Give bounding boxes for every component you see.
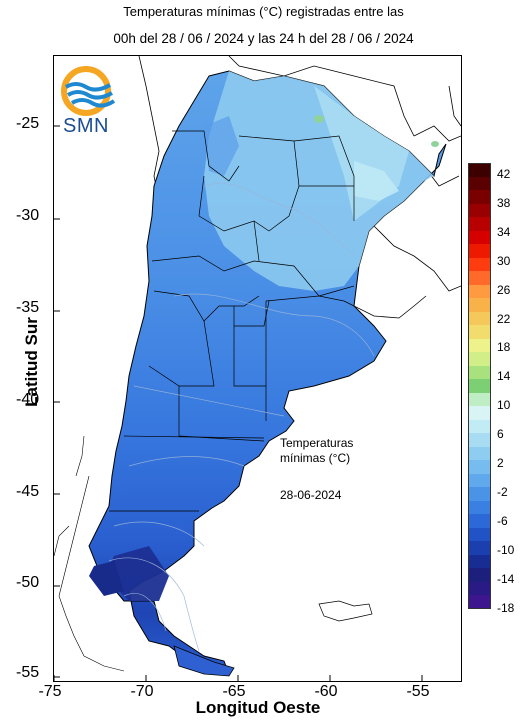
colorbar-label: 34	[497, 224, 511, 239]
colorbar-cell	[468, 379, 491, 393]
colorbar-cell	[468, 176, 491, 190]
colorbar-cell	[468, 554, 491, 568]
xtick-label: -60	[314, 683, 338, 700]
colorbar-cell	[468, 514, 491, 528]
colorbar-label: 42	[497, 167, 511, 181]
ytick-label: -30	[16, 207, 40, 224]
colorbar-cell	[468, 446, 491, 460]
colorbar-label: -2	[497, 484, 508, 499]
colorbar-label: -14	[497, 571, 515, 586]
ytick-label: -45	[16, 483, 40, 500]
colorbar-cell	[468, 392, 491, 406]
smn-logo	[60, 65, 122, 141]
x-axis-label: Longitud Oeste	[195, 698, 321, 717]
ytick-label: -40	[16, 391, 40, 408]
colorbar-cell	[468, 244, 491, 258]
colorbar-label: -10	[497, 542, 515, 557]
colorbar-cell	[468, 163, 491, 177]
ytick-label: -25	[16, 115, 40, 132]
frame-ticks	[54, 125, 423, 681]
colorbar-cell	[468, 190, 491, 204]
colorbar-label: 22	[497, 311, 511, 326]
colorbar-cell	[468, 352, 491, 366]
colorbar-cell	[468, 406, 491, 420]
map-title-line1: Temperaturas mínimas (°C) registradas en…	[123, 4, 404, 19]
colorbar-cell	[468, 271, 491, 285]
tierra-del-fuego	[173, 645, 235, 677]
xtick-label: -55	[406, 683, 430, 700]
colorbar-cell	[468, 284, 491, 298]
map-title-line2: 00h del 28 / 06 / 2024 y las 24 h del 28…	[113, 31, 414, 46]
colorbar-cell	[468, 365, 491, 379]
xtick-label: -70	[130, 683, 154, 700]
colorbar-label: 26	[497, 282, 511, 297]
annotation-line1: Temperaturas	[280, 436, 354, 450]
argentina-shape	[88, 70, 447, 675]
colorbar-label: 30	[497, 253, 511, 268]
colorbar-cell	[468, 311, 491, 325]
map-annotation: Temperaturas mínimas (°C)	[280, 436, 353, 466]
colorbar-label: 38	[497, 195, 511, 210]
ytick-label: -35	[16, 299, 40, 316]
colorbar-cell	[468, 581, 491, 595]
xtick-label: -75	[38, 683, 62, 700]
colorbar-label: -6	[497, 513, 508, 528]
y-axis-label: Latitud Sur	[22, 317, 41, 407]
map-panel	[53, 55, 462, 682]
annotation-line2: mínimas (°C)	[280, 451, 351, 465]
colorbar-cell	[468, 298, 491, 312]
colorbar-label: 6	[497, 427, 504, 442]
colorbar-cell	[468, 527, 491, 541]
colorbar-cell	[468, 487, 491, 501]
colorbar-label: 18	[497, 340, 511, 355]
colorbar-cell	[468, 203, 491, 217]
xtick-label: -65	[222, 683, 246, 700]
colorbar-cell	[468, 419, 491, 433]
colorbar-label: -18	[497, 600, 515, 615]
colorbar-cell	[468, 473, 491, 487]
colorbar-cell	[468, 217, 491, 231]
malvinas-islands	[318, 600, 373, 622]
province-borders	[109, 130, 355, 512]
colorbar-cell	[468, 338, 491, 352]
temperature-colorbar	[468, 163, 491, 609]
chile-coast	[54, 435, 125, 672]
colorbar-cell	[468, 325, 491, 339]
ytick-label: -50	[16, 574, 40, 591]
colorbar-label: 14	[497, 369, 511, 384]
smn-logo-text: SMN	[63, 115, 109, 137]
colorbar-cell	[468, 257, 491, 271]
sun-wave-icon	[61, 66, 116, 116]
colorbar-cell	[468, 460, 491, 474]
ytick-label: -55	[16, 664, 40, 681]
temperature-map	[54, 56, 461, 681]
colorbar-label: 10	[497, 398, 511, 413]
isotherm-contours	[108, 182, 375, 652]
colorbar-cell	[468, 500, 491, 514]
colorbar-cell	[468, 568, 491, 582]
colorbar-cell	[468, 541, 491, 555]
colorbar-label: 2	[497, 456, 504, 470]
colorbar-cell	[468, 595, 491, 609]
colorbar-cell	[468, 230, 491, 244]
colorbar-cell	[468, 433, 491, 447]
annotation-date: 28-06-2024	[280, 488, 342, 502]
